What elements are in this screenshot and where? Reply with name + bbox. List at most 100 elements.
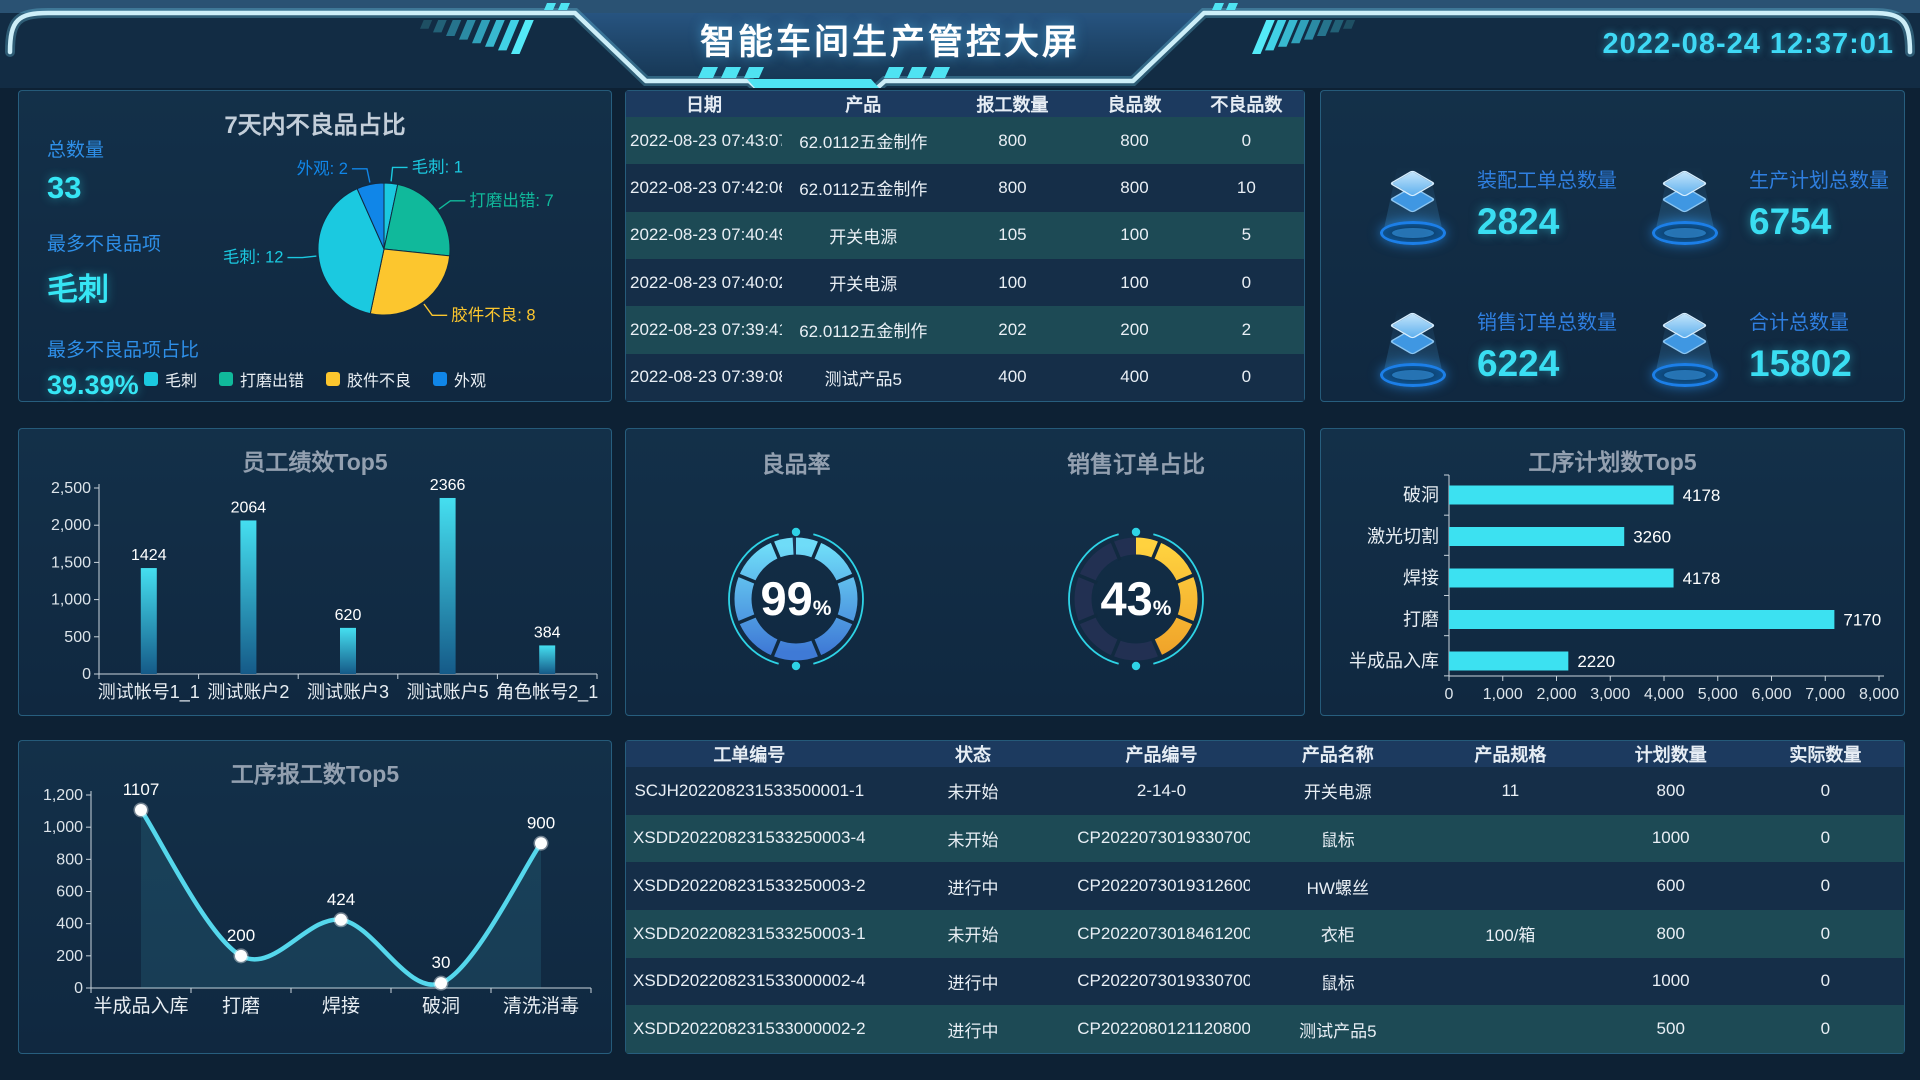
- table-cell: SCJH202208231533500001-1: [634, 780, 865, 800]
- svg-text:1107: 1107: [123, 783, 160, 799]
- table-cell: 1000: [1651, 828, 1690, 848]
- table-cell: 400: [1120, 367, 1149, 387]
- table-cell: CP202207301933070003: [1077, 828, 1250, 848]
- table-cell: 600: [1656, 876, 1685, 896]
- svg-text:3260: 3260: [1633, 528, 1671, 547]
- sales-gauge-section: 销售订单占比 43%: [966, 429, 1306, 715]
- svg-text:424: 424: [327, 890, 355, 909]
- page-title: 智能车间生产管控大屏: [699, 23, 1080, 62]
- svg-text:1,200: 1,200: [43, 787, 83, 804]
- card-value: 2824: [1477, 200, 1560, 242]
- table-cell: [1426, 862, 1595, 910]
- table-cell: [1426, 958, 1595, 1006]
- svg-text:测试账户2: 测试账户2: [207, 682, 289, 702]
- col-header-product-name: 产品名称: [1249, 741, 1426, 767]
- svg-text:400: 400: [56, 916, 83, 933]
- svg-text:8,000: 8,000: [1859, 686, 1899, 703]
- card-label: 销售订单总数量: [1477, 311, 1617, 334]
- legend-label: 打磨出错: [239, 373, 304, 390]
- stat-top-defect-ratio: 最多不良品项占比 39.39%: [47, 335, 222, 401]
- card-value: 6754: [1749, 200, 1832, 242]
- table-cell: 2-14-0: [1136, 780, 1187, 800]
- panel-title: 员工绩效Top5: [242, 449, 388, 475]
- legend-label: 外观: [454, 373, 487, 390]
- table-cell: 100/箱: [1485, 926, 1536, 946]
- table-cell: 0: [1820, 923, 1831, 943]
- layers-icon: [1379, 157, 1447, 249]
- stat-card-grand-total: 合计总数量 15802: [1651, 295, 1894, 395]
- svg-text:1,000: 1,000: [51, 592, 91, 609]
- svg-text:2,000: 2,000: [1536, 686, 1576, 703]
- table-cell: 2022-08-23 07:39:41: [630, 319, 782, 339]
- header-decoration: [0, 0, 1920, 88]
- table-cell: 0: [1241, 130, 1252, 150]
- layers-icon: [1651, 299, 1719, 391]
- table-cell: HW螺丝: [1306, 878, 1369, 898]
- work-orders-table: 工单编号 状态 产品编号 产品名称 产品规格 计划数量 实际数量 SCJH202…: [626, 741, 1904, 1053]
- col-header-good-qty: 良品数: [1080, 91, 1189, 117]
- svg-text:600: 600: [56, 884, 83, 901]
- svg-text:5,000: 5,000: [1698, 686, 1738, 703]
- col-header-status: 状态: [872, 741, 1074, 767]
- table-cell: [1426, 1005, 1595, 1053]
- card-value: 15802: [1749, 342, 1852, 384]
- svg-text:半成品入库: 半成品入库: [93, 995, 188, 1017]
- table-cell: 未开始: [947, 783, 999, 803]
- panel-title: 工序报工数Top5: [230, 761, 400, 787]
- table-cell: 衣柜: [1320, 926, 1355, 946]
- table-cell: 测试产品5: [824, 369, 903, 389]
- svg-text:4178: 4178: [1683, 569, 1721, 588]
- svg-text:99%: 99%: [761, 572, 832, 625]
- table-cell: CP202207301933070003: [1077, 971, 1250, 991]
- svg-text:毛刺: 12: 毛刺: 12: [223, 248, 284, 267]
- svg-text:0: 0: [82, 666, 91, 683]
- legend-item[interactable]: 毛刺: [143, 367, 197, 391]
- table-row: 2022-08-23 07:40:49 开关电源 105 100 5: [626, 211, 1304, 259]
- svg-text:激光切割: 激光切割: [1367, 527, 1439, 547]
- svg-text:3,000: 3,000: [1590, 686, 1630, 703]
- legend-item[interactable]: 胶件不良: [326, 367, 411, 391]
- table-row: SCJH202208231533500001-1 未开始 2-14-0 开关电源 11 8…: [626, 767, 1904, 815]
- svg-text:0: 0: [1445, 686, 1454, 703]
- legend-item[interactable]: 打磨出错: [218, 367, 304, 391]
- table-cell: 鼠标: [1320, 830, 1355, 850]
- table-cell: 800: [998, 177, 1027, 197]
- table-cell: 0: [1820, 828, 1831, 848]
- svg-text:43%: 43%: [1101, 572, 1172, 625]
- table-cell: 2: [1241, 319, 1252, 339]
- svg-text:6,000: 6,000: [1751, 686, 1791, 703]
- table-cell: CP202208012112080001: [1077, 1019, 1250, 1039]
- col-header-reported-qty: 报工数量: [944, 91, 1081, 117]
- table-cell: 100: [1120, 272, 1149, 292]
- stat-label: 最多不良品项占比: [47, 340, 200, 361]
- table-cell: [1426, 815, 1595, 863]
- panel-defect-ratio: 7天内不良品占比 总数量 33 最多不良品项 毛刺 最多不良品项占比 39.39…: [18, 90, 612, 402]
- table-cell: 100: [1120, 225, 1149, 245]
- col-header-product-spec: 产品规格: [1426, 741, 1595, 767]
- stat-card-sales-orders: 销售订单总数量 6224: [1379, 295, 1651, 395]
- stat-label: 总数量: [47, 140, 105, 161]
- svg-text:破洞: 破洞: [1403, 485, 1439, 505]
- table-cell: 鼠标: [1320, 973, 1355, 993]
- table-cell: 202: [998, 319, 1027, 339]
- table-cell: 未开始: [947, 926, 999, 946]
- legend-item[interactable]: 外观: [433, 367, 486, 391]
- stat-cards: 装配工单总数量 2824 生产计划总数量 6754 销售订单总数量 6224 合…: [1321, 91, 1904, 401]
- svg-text:打磨: 打磨: [1403, 610, 1439, 630]
- table-cell: 800: [1656, 780, 1685, 800]
- svg-text:7,000: 7,000: [1805, 686, 1845, 703]
- svg-text:2,500: 2,500: [51, 480, 91, 497]
- layers-icon: [1379, 299, 1447, 391]
- table-cell: 0: [1820, 876, 1831, 896]
- table-cell: XSDD202208231533000002-2: [633, 1019, 866, 1039]
- stat-label: 最多不良品项: [47, 234, 162, 255]
- svg-text:500: 500: [64, 629, 91, 646]
- table-cell: CP202207301846120001: [1077, 923, 1250, 943]
- col-header-date: 日期: [626, 91, 782, 117]
- table-cell: 开关电源: [829, 227, 898, 247]
- col-header-plan-qty: 计划数量: [1594, 741, 1747, 767]
- legend-swatch: [433, 372, 448, 386]
- svg-text:200: 200: [227, 926, 255, 945]
- table-row: XSDD202208231533250003-1 未开始 CP20220730184…: [626, 909, 1904, 958]
